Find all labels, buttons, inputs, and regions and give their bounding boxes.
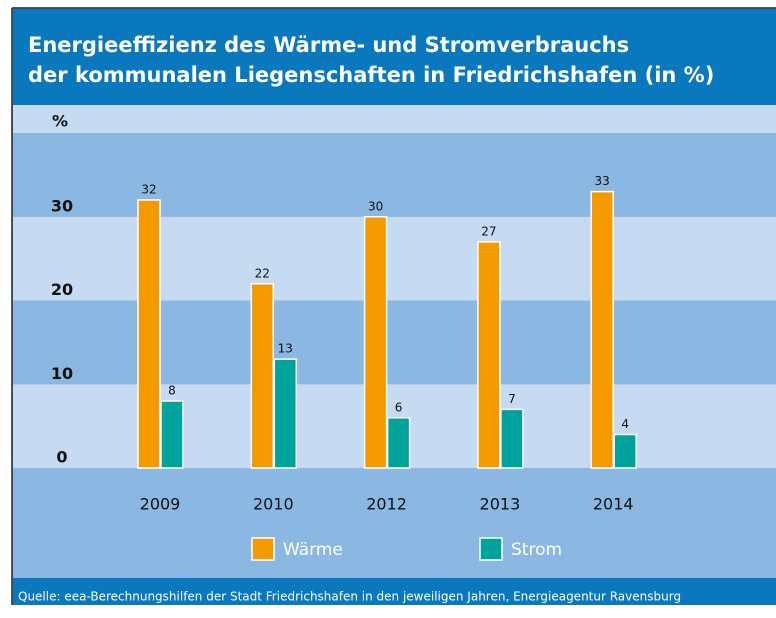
bar [386, 417, 411, 469]
source: Quelle: eea-Berechnungshilfen der Stadt … [18, 590, 681, 604]
y-tick-label: 20 [51, 280, 73, 299]
band [13, 300, 776, 385]
legend-swatch [251, 537, 275, 561]
y-tick-label: 30 [51, 196, 73, 215]
data-label: 32 [141, 183, 156, 197]
legend-label: Wärme [283, 540, 343, 560]
bar [613, 433, 637, 469]
data-label: 4 [621, 417, 629, 431]
bar [160, 400, 184, 469]
data-label: 8 [168, 384, 176, 398]
data-label: 7 [508, 392, 516, 406]
legend-label: Strom [511, 540, 562, 560]
bar [250, 283, 275, 469]
data-label: 30 [368, 199, 383, 213]
band [13, 105, 776, 133]
data-label: 27 [481, 224, 496, 238]
bar [590, 190, 614, 469]
y-tick-label: 10 [51, 364, 73, 383]
bar [477, 241, 501, 469]
legend-swatch [479, 537, 503, 561]
band [13, 216, 776, 301]
data-label: 33 [595, 174, 610, 188]
x-tick-label: 2013 [480, 495, 521, 514]
y-axis-label: % [52, 112, 68, 131]
bar [363, 216, 388, 469]
bar [137, 199, 161, 469]
x-tick-label: 2009 [140, 495, 181, 514]
chart-title: Energieeffizienz des Wärme- und Stromver… [28, 33, 629, 57]
chart-title: der kommunalen Liegenschaften in Friedri… [28, 63, 714, 87]
x-tick-label: 2010 [253, 495, 294, 514]
y-tick-label: 0 [56, 448, 67, 467]
title-band [13, 9, 776, 105]
band [13, 133, 776, 217]
data-label: 22 [255, 266, 270, 280]
x-tick-label: 2014 [593, 495, 634, 514]
x-tick-label: 2012 [366, 495, 407, 514]
data-label: 13 [278, 342, 293, 356]
bar [273, 358, 298, 469]
footer-band [13, 578, 776, 605]
data-label: 6 [395, 400, 403, 414]
bar [500, 408, 524, 469]
